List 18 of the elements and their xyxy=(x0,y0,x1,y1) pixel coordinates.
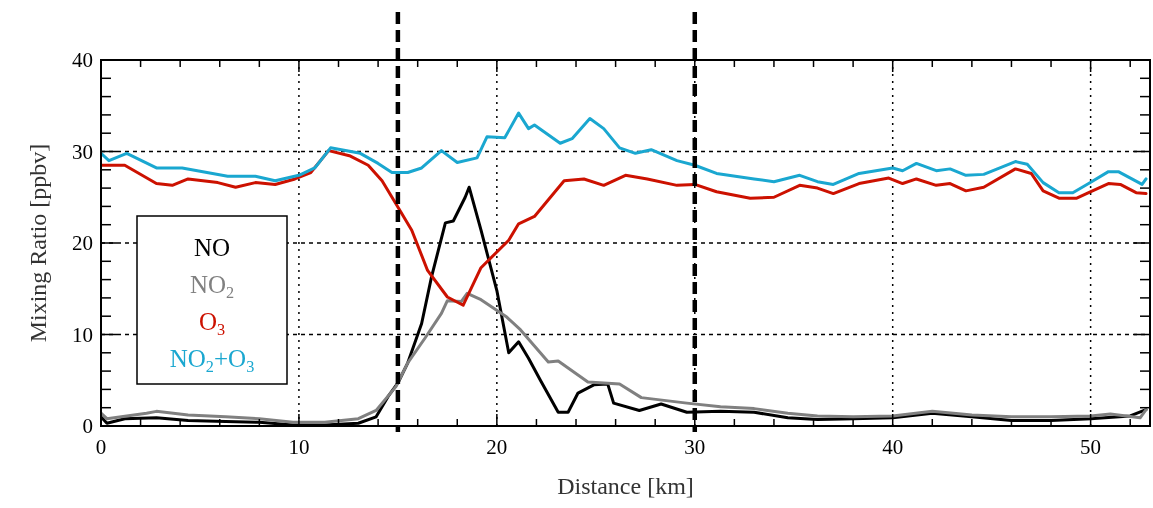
x-tick-label: 20 xyxy=(486,435,508,459)
line-series xyxy=(101,149,1148,307)
y-tick-label: 0 xyxy=(82,414,93,438)
text: NO$_{2}$ xyxy=(189,271,235,302)
x-tick-label: 40 xyxy=(882,435,904,459)
y-tick-label: 40 xyxy=(72,48,93,72)
x-tick-label: 30 xyxy=(684,435,706,459)
y-tick-label: 20 xyxy=(72,231,93,255)
text: NO$_{2}$+O$_{3}$ xyxy=(169,345,255,376)
x-tick-label: 50 xyxy=(1080,435,1102,459)
y-tick-label: 30 xyxy=(72,139,93,164)
x-tick-label: 10 xyxy=(288,435,310,459)
text: NO xyxy=(193,234,231,261)
line-series xyxy=(101,111,1148,195)
y-tick-label: 10 xyxy=(72,322,93,347)
y-axis-title: Mixing Ratio [ppbv] xyxy=(25,143,51,343)
text: O$_{3}$ xyxy=(198,308,226,339)
x-axis-title: Distance [km] xyxy=(557,473,694,499)
